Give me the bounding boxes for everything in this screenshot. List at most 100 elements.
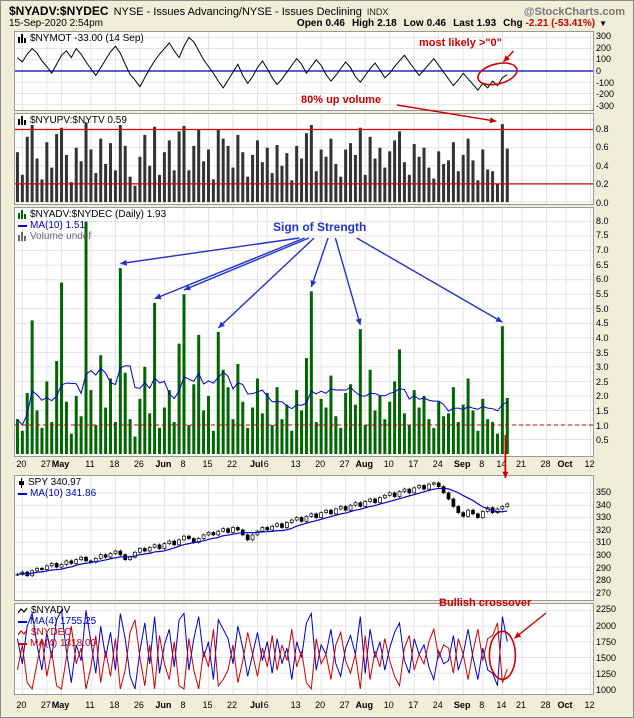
y-axis-label: 0.2 — [596, 179, 609, 190]
quote-label: Low — [403, 18, 424, 29]
spy-ma-legend-row: MA(10) 341.86 — [18, 488, 96, 499]
ratio-chart — [15, 208, 593, 456]
symbol: $NYADV:$NYDEC — [9, 4, 109, 18]
month-label: Aug — [355, 700, 373, 710]
quote-value: 1.93 — [476, 18, 497, 29]
month-label: Jun — [155, 459, 172, 469]
x-axis-lower: 20 27 May 11 18 26 Jun 8 15 22 Jul 6 13 20 27 Aug 10 17 24… — [1, 699, 633, 713]
day-label: 8 — [479, 700, 485, 710]
y-axis-label: 310 — [596, 537, 612, 548]
ma-line-icon — [18, 642, 27, 645]
nyadv-legend-text: $NYADV — [31, 605, 71, 616]
day-label: 11 — [85, 459, 95, 469]
y-axis-label: 8.0 — [596, 215, 609, 226]
month-label: Sep — [453, 700, 471, 710]
spy-legend-text: SPY 340.97 — [28, 477, 82, 488]
y-axis-label: 0.4 — [596, 160, 609, 171]
day-label: 14 — [496, 700, 507, 710]
breadth-panel — [14, 603, 594, 695]
day-label: 28 — [540, 700, 551, 710]
y-axis-label: 2.5 — [596, 376, 609, 387]
spy-chart — [15, 476, 593, 600]
y-axis-label: 7.0 — [596, 245, 609, 255]
month-label: Oct — [557, 459, 573, 469]
annotation-80pct-up-volume: 80% up volume — [301, 94, 382, 106]
up-volume-legend: $NYUPV:$NYTV 0.59 — [18, 115, 127, 126]
header: $NYADV:$NYDEC NYSE - Issues Advancing/NY… — [9, 4, 625, 18]
chart-datetime: 15-Sep-2020 2:54pm — [9, 18, 103, 29]
header-row2: 15-Sep-2020 2:54pm Open 0.46 High 2.18 Low 0.… — [9, 18, 607, 29]
spy-legend: SPY 340.97 MA(10) 341.86 — [18, 477, 96, 499]
nydec-legend-text: $NYDEC — [31, 627, 72, 638]
y-axis-label: 2250 — [596, 604, 617, 615]
y-axis-label: 1.5 — [596, 406, 609, 417]
y-axis-label: 4.0 — [596, 332, 609, 343]
y-axis-label: 270 — [596, 587, 612, 598]
y-axis-label: 1000 — [596, 684, 617, 695]
day-label: 22 — [226, 700, 237, 710]
exchange-label: INDX — [366, 7, 389, 17]
day-label: 27 — [40, 700, 51, 710]
month-label: Jun — [155, 700, 172, 710]
candlestick-icon — [18, 477, 25, 488]
y-axis-label: 280 — [596, 575, 612, 586]
x-axis-main: 20 27 May 11 18 26 Jun 8 15 22 Jul 6 13 20 27 Aug 10 17 24… — [1, 458, 633, 472]
y-axis-label: 0.8 — [596, 123, 609, 134]
ma-line-icon — [18, 492, 27, 495]
y-axis-label: 1250 — [596, 668, 617, 679]
ratio-y-axis: 8.0 7.5 7.0 6.5 6.0 5.5 5.0 4.5 4.0 3.5 3.0 2.5 2.0 1… — [596, 207, 633, 457]
nyadv-legend-row: $NYADV — [18, 605, 96, 616]
day-label: 10 — [383, 700, 394, 710]
ratio-panel — [14, 207, 594, 457]
quote-label: Last — [453, 18, 474, 29]
month-label: Aug — [355, 459, 373, 469]
y-axis-label: 6.5 — [596, 259, 609, 270]
day-label: 8 — [479, 459, 485, 469]
day-label: 27 — [339, 459, 350, 469]
day-label: 11 — [85, 700, 95, 710]
day-label: 12 — [584, 700, 595, 710]
month-label: Jul — [249, 700, 263, 710]
day-label: 27 — [40, 459, 51, 469]
spy-y-axis: 350 340 330 320 310 300 290 280 270 — [596, 475, 633, 601]
y-axis-label: 330 — [596, 512, 612, 523]
up-volume-chart — [15, 114, 593, 204]
up-volume-legend-text: $NYUPV:$NYTV 0.59 — [30, 115, 127, 126]
up-volume-y-axis: 0.8 0.6 0.4 0.2 0.0 — [596, 113, 633, 208]
day-label: 20 — [315, 459, 326, 469]
day-label: 17 — [408, 700, 419, 710]
y-axis-label: 2.0 — [596, 391, 609, 402]
day-label: 13 — [290, 459, 301, 469]
nydec-legend-row: $NYDEC — [18, 627, 96, 638]
nydec-ma-legend-text: MA(4) 1318.00 — [30, 638, 97, 649]
ratio-legend-row: $NYADV:$NYDEC (Daily) 1.93 — [18, 209, 166, 220]
stockcharts-watermark-link: @StockCharts.com — [523, 6, 625, 18]
quote-summary: Open 0.46 High 2.18 Low 0.46 Last 1.93 Chg -2.21 … — [290, 18, 607, 29]
ma-line-icon — [18, 224, 27, 227]
y-axis-label: 300 — [596, 549, 612, 560]
day-label: 10 — [383, 459, 394, 469]
day-label: 8 — [180, 700, 186, 710]
day-label: 26 — [133, 700, 144, 710]
day-label: 18 — [109, 700, 120, 710]
quote-value: 0.46 — [426, 18, 447, 29]
day-label: 6 — [263, 459, 269, 469]
y-axis-label: 340 — [596, 499, 612, 510]
y-axis-label: 0.0 — [596, 198, 609, 208]
month-label: Oct — [557, 700, 573, 710]
spy-legend-row: SPY 340.97 — [18, 477, 96, 488]
y-axis-label: 100 — [596, 54, 612, 65]
ratio-ma-legend-text: MA(10) 1.51 — [30, 220, 86, 231]
day-label: 17 — [408, 459, 419, 469]
y-axis-label: 3.0 — [596, 362, 609, 373]
day-label: 20 — [16, 700, 27, 710]
day-label: 8 — [180, 459, 186, 469]
volume-legend-text: Volume undef — [30, 231, 92, 242]
month-label: May — [51, 459, 70, 469]
nyadv-ma-legend-row: MA(4) 1755.25 — [18, 616, 96, 627]
y-axis-label: 5.0 — [596, 303, 609, 314]
quote-value: -2.21 (-53.41%) — [525, 18, 596, 29]
bar-chart-icon — [18, 116, 27, 125]
month-label: Sep — [453, 459, 471, 469]
